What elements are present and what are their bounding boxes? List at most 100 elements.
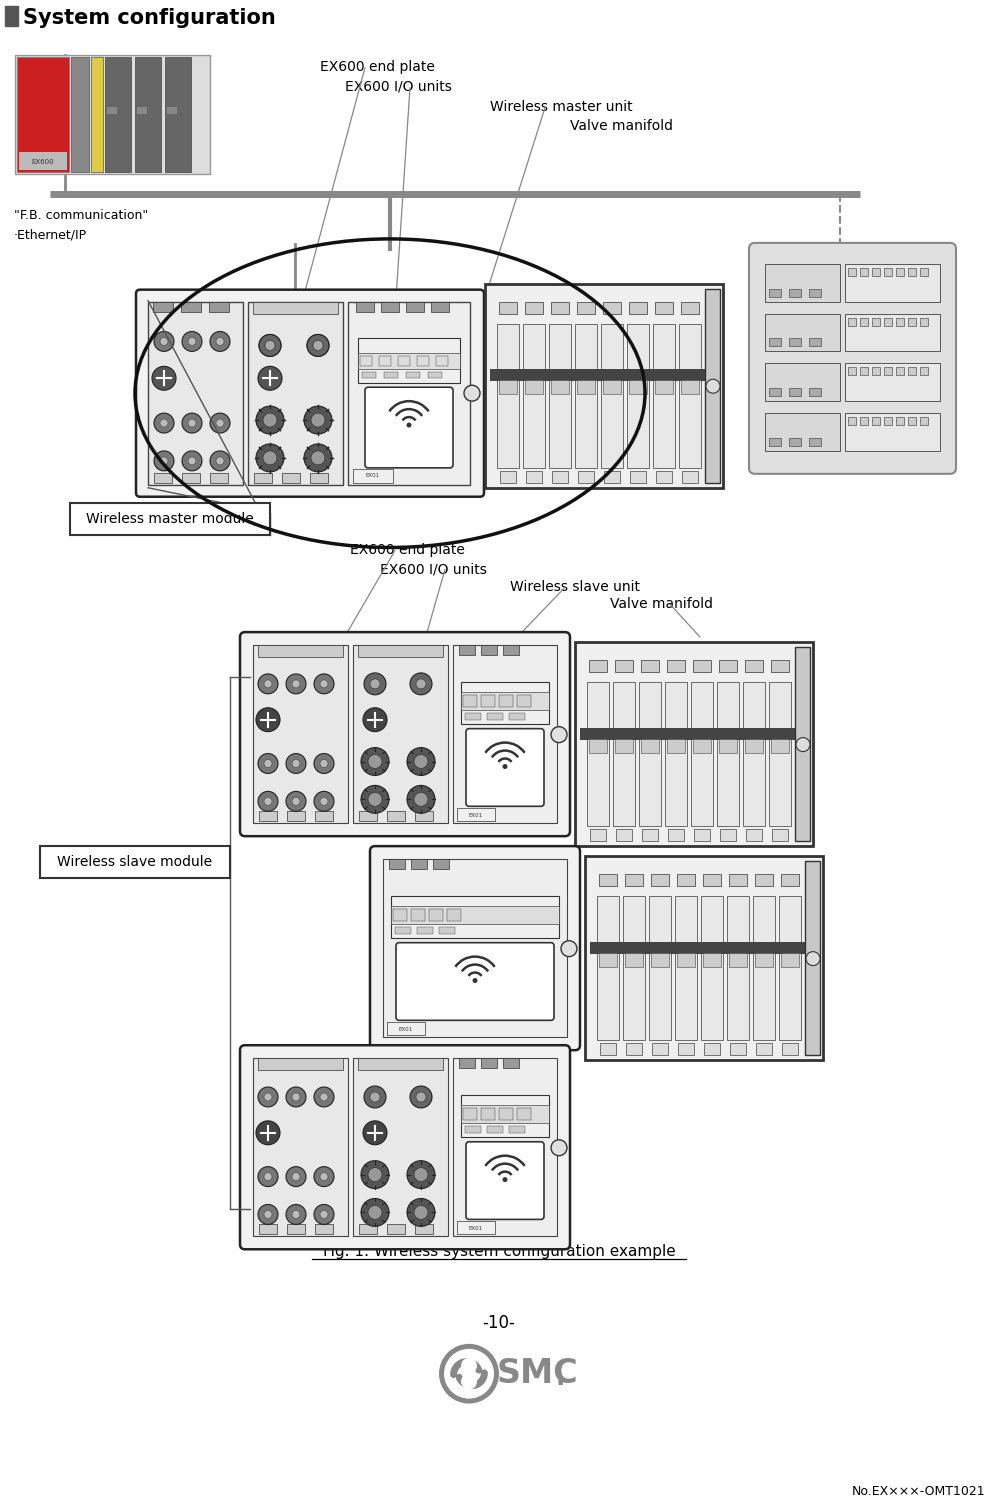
Bar xyxy=(411,909,425,921)
Bar xyxy=(287,812,305,820)
Circle shape xyxy=(314,674,334,694)
Circle shape xyxy=(210,332,230,351)
Bar xyxy=(259,812,277,820)
Circle shape xyxy=(188,419,196,428)
Bar xyxy=(613,682,635,826)
Circle shape xyxy=(292,1173,300,1180)
Bar xyxy=(447,909,461,921)
FancyBboxPatch shape xyxy=(365,387,453,468)
Bar xyxy=(398,357,410,366)
Circle shape xyxy=(370,1092,380,1102)
Bar xyxy=(362,372,376,378)
Bar xyxy=(453,1058,557,1236)
Bar xyxy=(210,472,228,483)
Bar xyxy=(360,357,372,366)
Bar xyxy=(481,1108,495,1120)
Bar xyxy=(359,812,377,820)
Bar xyxy=(287,1224,305,1234)
Bar xyxy=(703,952,721,966)
Text: No.EX×××-OMT1021: No.EX×××-OMT1021 xyxy=(851,1485,985,1498)
Bar xyxy=(746,830,762,842)
Bar xyxy=(781,874,799,886)
Bar xyxy=(652,1042,668,1054)
Bar xyxy=(765,363,840,401)
Text: Wireless slave unit: Wireless slave unit xyxy=(510,580,640,594)
Bar xyxy=(884,318,892,326)
Bar xyxy=(551,302,569,313)
Bar xyxy=(603,381,621,394)
Circle shape xyxy=(286,1088,306,1107)
Bar xyxy=(884,368,892,375)
Circle shape xyxy=(258,1204,278,1224)
Bar xyxy=(626,1042,642,1054)
Circle shape xyxy=(407,1198,435,1227)
Circle shape xyxy=(314,792,334,812)
Circle shape xyxy=(256,708,280,732)
Bar xyxy=(677,952,695,966)
Bar xyxy=(691,682,713,826)
Bar xyxy=(872,318,880,326)
Bar xyxy=(353,645,448,824)
Circle shape xyxy=(265,340,275,351)
Bar xyxy=(503,1058,519,1068)
Bar xyxy=(809,438,821,446)
Bar xyxy=(15,54,210,174)
Circle shape xyxy=(414,1167,428,1182)
Circle shape xyxy=(363,708,387,732)
Circle shape xyxy=(407,747,435,776)
Circle shape xyxy=(314,753,334,774)
Circle shape xyxy=(292,1094,300,1101)
Bar xyxy=(463,694,477,706)
Circle shape xyxy=(182,452,202,471)
Circle shape xyxy=(361,747,389,776)
Bar xyxy=(772,830,788,842)
Bar xyxy=(668,830,684,842)
Bar xyxy=(678,1042,694,1054)
Bar xyxy=(848,417,856,424)
Bar xyxy=(848,318,856,326)
Bar xyxy=(387,812,405,820)
Circle shape xyxy=(314,1204,334,1224)
Bar xyxy=(651,874,669,886)
Circle shape xyxy=(368,792,382,807)
Bar xyxy=(253,302,338,313)
Bar xyxy=(667,660,685,672)
Bar xyxy=(769,388,781,396)
Circle shape xyxy=(258,1167,278,1186)
Circle shape xyxy=(263,413,277,428)
Bar xyxy=(411,859,427,868)
Bar xyxy=(789,388,801,396)
Circle shape xyxy=(152,366,176,390)
Circle shape xyxy=(216,458,224,465)
Bar xyxy=(379,357,391,366)
Bar xyxy=(630,471,646,483)
Text: Wireless master module: Wireless master module xyxy=(86,512,254,525)
Bar xyxy=(406,372,420,378)
Bar xyxy=(497,324,519,468)
Bar xyxy=(681,381,699,394)
Bar xyxy=(679,324,701,468)
Bar xyxy=(860,268,868,276)
Bar xyxy=(258,645,343,657)
Bar xyxy=(182,472,200,483)
Bar xyxy=(860,417,868,424)
Bar xyxy=(771,660,789,672)
Bar xyxy=(517,694,531,706)
Circle shape xyxy=(258,753,278,774)
Bar xyxy=(209,302,229,312)
Bar xyxy=(769,339,781,346)
Text: Wireless slave module: Wireless slave module xyxy=(57,855,213,868)
Bar xyxy=(575,642,813,846)
Bar xyxy=(729,874,747,886)
Bar xyxy=(625,952,643,966)
Bar xyxy=(165,57,191,172)
Circle shape xyxy=(154,332,174,351)
Bar xyxy=(727,896,749,1040)
Bar xyxy=(667,738,685,753)
Text: EX600 I/O units: EX600 I/O units xyxy=(380,562,487,576)
Bar xyxy=(137,106,147,114)
Bar xyxy=(589,660,607,672)
Circle shape xyxy=(258,792,278,812)
Bar xyxy=(391,896,559,938)
Bar xyxy=(525,302,543,313)
